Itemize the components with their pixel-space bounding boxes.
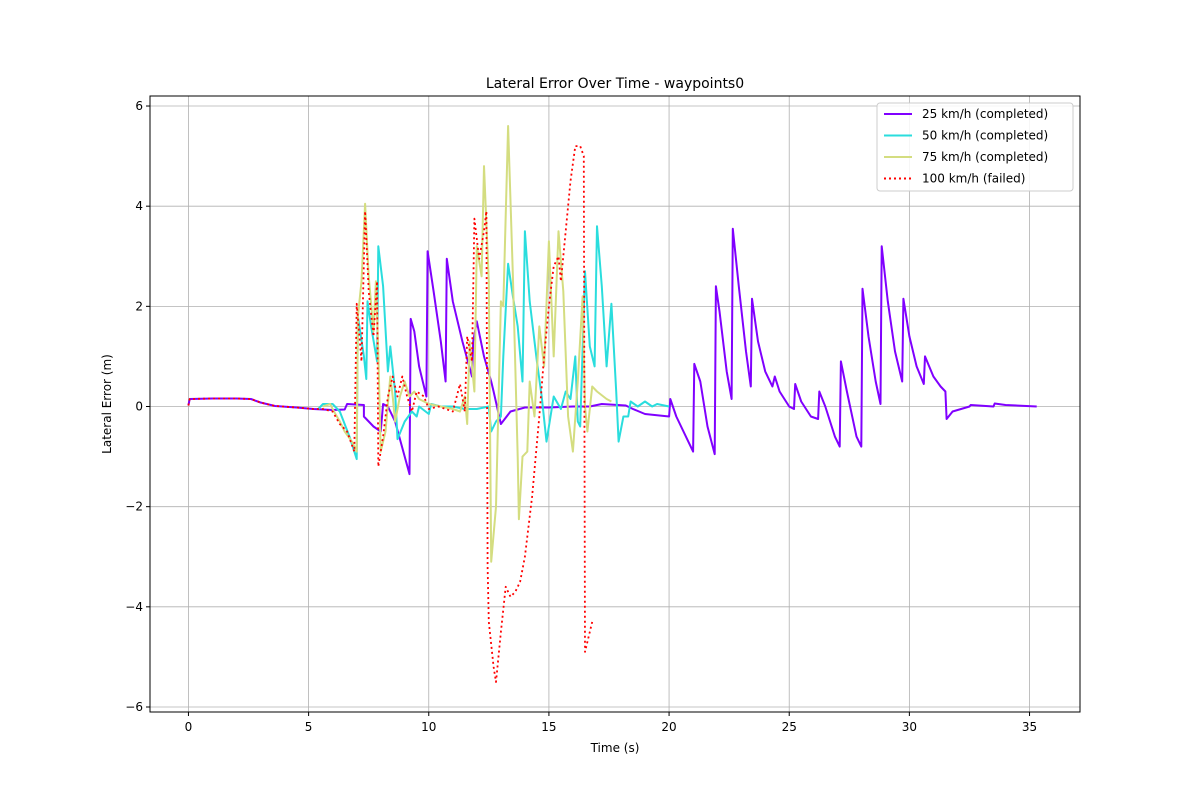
x-tick-label: 25 <box>782 720 797 734</box>
x-tick-label: 35 <box>1022 720 1037 734</box>
x-tick-label: 10 <box>421 720 436 734</box>
x-tick-label: 5 <box>305 720 313 734</box>
series-line-2 <box>317 225 670 461</box>
y-tick-label: −2 <box>125 500 143 514</box>
grid <box>150 96 1080 712</box>
legend-label: 50 km/h (completed) <box>922 129 1048 143</box>
y-tick-label: 6 <box>135 99 143 113</box>
series-line-4 <box>187 145 594 683</box>
chart-title: Lateral Error Over Time - waypoints0 <box>486 76 744 92</box>
x-tick-label: 15 <box>541 720 556 734</box>
x-tick-label: 0 <box>185 720 193 734</box>
x-tick-label: 20 <box>661 720 676 734</box>
legend-label: 75 km/h (completed) <box>922 150 1048 164</box>
x-axis-label: Time (s) <box>590 741 640 755</box>
legend: 25 km/h (completed) 50 km/h (completed) 75… <box>876 102 1074 192</box>
y-tick-label: 2 <box>135 299 143 313</box>
legend-label: 25 km/h (completed) <box>922 107 1048 121</box>
legend-label: 100 km/h (failed) <box>922 172 1025 186</box>
y-tick-label: −4 <box>125 600 143 614</box>
legend-box <box>876 102 1074 192</box>
x-axis-ticks: 0 5 10 15 20 25 30 35 <box>185 712 1037 734</box>
x-tick-label: 30 <box>902 720 917 734</box>
y-axis-ticks: −6 −4 −2 0 2 4 6 <box>125 99 150 714</box>
axes-frame <box>149 95 1081 713</box>
y-tick-label: 0 <box>135 400 143 414</box>
plot-area <box>187 125 1037 683</box>
y-tick-label: −6 <box>125 700 143 714</box>
series-lines <box>187 125 1037 683</box>
y-axis-label: Lateral Error (m) <box>100 354 114 454</box>
y-tick-label: 4 <box>135 199 143 213</box>
